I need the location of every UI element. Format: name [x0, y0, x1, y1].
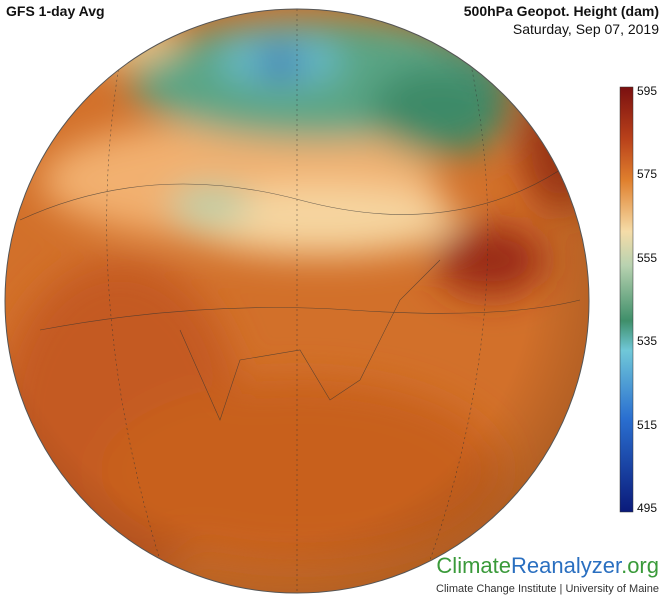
institute: Climate Change Institute | University of… [436, 583, 659, 595]
colorbar-tick-label: 495 [637, 501, 658, 515]
logo-part: Reanalyzer [511, 553, 622, 578]
colorbar [619, 86, 634, 513]
colorbar-tick-label: 575 [637, 167, 658, 182]
colorbar-tick-label: 515 [637, 417, 658, 432]
variable: 500hPa Geopot. Height (dam) [463, 3, 659, 19]
logo-part: .org [621, 553, 659, 578]
logo-part: Climate [436, 553, 511, 578]
colorbar-tick-label: 595 [637, 84, 658, 98]
colorbar-tick-label: 535 [637, 334, 658, 349]
logo: ClimateReanalyzer.org [436, 553, 659, 579]
title: GFS 1-day Avg [6, 3, 105, 19]
colorbar-tick-label: 555 [637, 250, 658, 265]
date: Saturday, Sep 07, 2019 [512, 21, 659, 37]
